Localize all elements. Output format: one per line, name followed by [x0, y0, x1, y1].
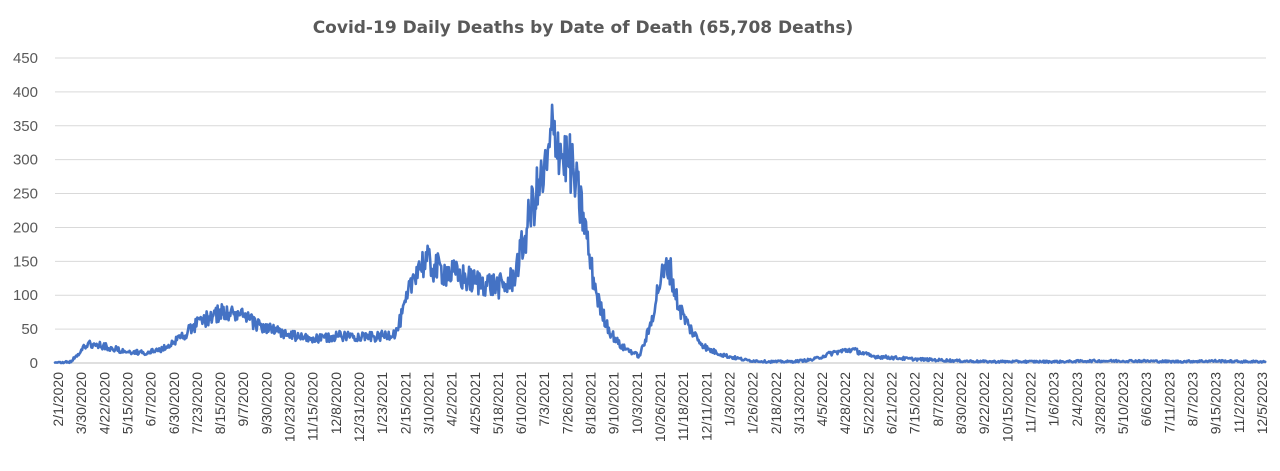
- x-tick-label: 1/26/2022: [745, 372, 761, 434]
- x-tick-label: 3/13/2022: [791, 372, 807, 434]
- y-tick-label: 50: [21, 321, 38, 338]
- y-tick-label: 250: [13, 186, 38, 203]
- x-tick-label: 1/6/2023: [1046, 372, 1062, 427]
- x-tick-label: 11/18/2021: [675, 372, 691, 441]
- x-tick-label: 6/21/2022: [884, 372, 900, 434]
- x-tick-label: 3/28/2023: [1092, 372, 1108, 434]
- x-tick-label: 12/11/2021: [698, 372, 714, 441]
- chart-title: Covid-19 Daily Deaths by Date of Death (…: [313, 18, 854, 38]
- x-tick-label: 8/7/2022: [930, 372, 946, 427]
- y-tick-label: 450: [13, 50, 38, 67]
- x-tick-label: 7/3/2021: [536, 372, 552, 427]
- x-tick-label: 9/15/2023: [1208, 372, 1224, 434]
- x-tick-label: 10/23/2020: [282, 372, 298, 442]
- x-tick-label: 4/5/2022: [814, 372, 830, 427]
- x-tick-label: 6/7/2020: [143, 372, 159, 427]
- y-tick-label: 300: [13, 152, 38, 169]
- x-tick-label: 7/26/2021: [559, 372, 575, 434]
- x-tick-label: 4/22/2020: [96, 372, 112, 434]
- y-tick-label: 200: [13, 219, 38, 236]
- x-tick-label: 3/30/2020: [73, 372, 89, 434]
- x-tick-label: 5/15/2020: [120, 372, 136, 434]
- x-tick-label: 1/3/2022: [722, 372, 738, 427]
- x-tick-label: 4/2/2021: [444, 372, 460, 427]
- x-tick-label: 12/5/2023: [1254, 372, 1270, 434]
- x-tick-label: 2/18/2022: [768, 372, 784, 434]
- series-line-daily-deaths: [53, 103, 1267, 365]
- x-tick-label: 12/8/2020: [328, 372, 344, 434]
- x-tick-label: 10/26/2021: [652, 372, 668, 442]
- x-tick-label: 4/28/2022: [837, 372, 853, 434]
- x-tick-label: 10/15/2022: [999, 372, 1015, 442]
- x-tick-label: 9/10/2021: [606, 372, 622, 434]
- x-tick-label: 5/22/2022: [860, 372, 876, 434]
- x-tick-label: 9/7/2020: [235, 372, 251, 427]
- y-tick-label: 0: [30, 355, 38, 372]
- x-tick-label: 5/10/2023: [1115, 372, 1131, 434]
- series-layer: [53, 103, 1267, 365]
- x-tick-label: 7/11/2023: [1161, 372, 1177, 433]
- x-tick-label: 11/15/2020: [305, 372, 321, 441]
- y-tick-label: 100: [13, 287, 38, 304]
- x-tick-label: 2/15/2021: [397, 372, 413, 434]
- x-tick-label: 7/15/2022: [907, 372, 923, 434]
- x-tick-label: 11/7/2022: [1023, 372, 1039, 433]
- x-tick-label: 4/25/2021: [467, 372, 483, 434]
- x-tick-label: 6/10/2021: [513, 372, 529, 434]
- x-tick-label: 12/31/2020: [351, 372, 367, 442]
- x-tick-label: 8/30/2022: [953, 372, 969, 434]
- x-tick-label: 8/18/2021: [583, 372, 599, 434]
- x-tick-label: 9/22/2022: [976, 372, 992, 434]
- x-tick-label: 7/23/2020: [189, 372, 205, 434]
- x-tick-label: 3/10/2021: [421, 372, 437, 434]
- x-tick-label: 2/1/2020: [50, 372, 66, 427]
- x-tick-label: 8/7/2023: [1185, 372, 1201, 427]
- x-tick-label: 5/18/2021: [490, 372, 506, 434]
- x-axis-ticks: 2/1/2020 3/30/2020 4/22/2020 5/15/2020 6/7/2…: [50, 372, 1270, 442]
- x-tick-label: 10/3/2021: [629, 372, 645, 434]
- x-tick-label: 2/4/2023: [1069, 372, 1085, 427]
- x-tick-label: 9/30/2020: [258, 372, 274, 434]
- x-tick-label: 8/15/2020: [212, 372, 228, 434]
- y-tick-label: 350: [13, 118, 38, 135]
- x-tick-label: 6/6/2023: [1138, 372, 1154, 427]
- y-tick-label: 150: [13, 253, 38, 270]
- x-tick-label: 1/23/2021: [374, 372, 390, 434]
- y-axis-ticks: 0 50 100 150 200 250 300 350 400 450: [13, 50, 38, 372]
- y-tick-label: 400: [13, 84, 38, 101]
- x-tick-label: 6/30/2020: [166, 372, 182, 434]
- x-tick-label: 11/2/2023: [1231, 372, 1247, 433]
